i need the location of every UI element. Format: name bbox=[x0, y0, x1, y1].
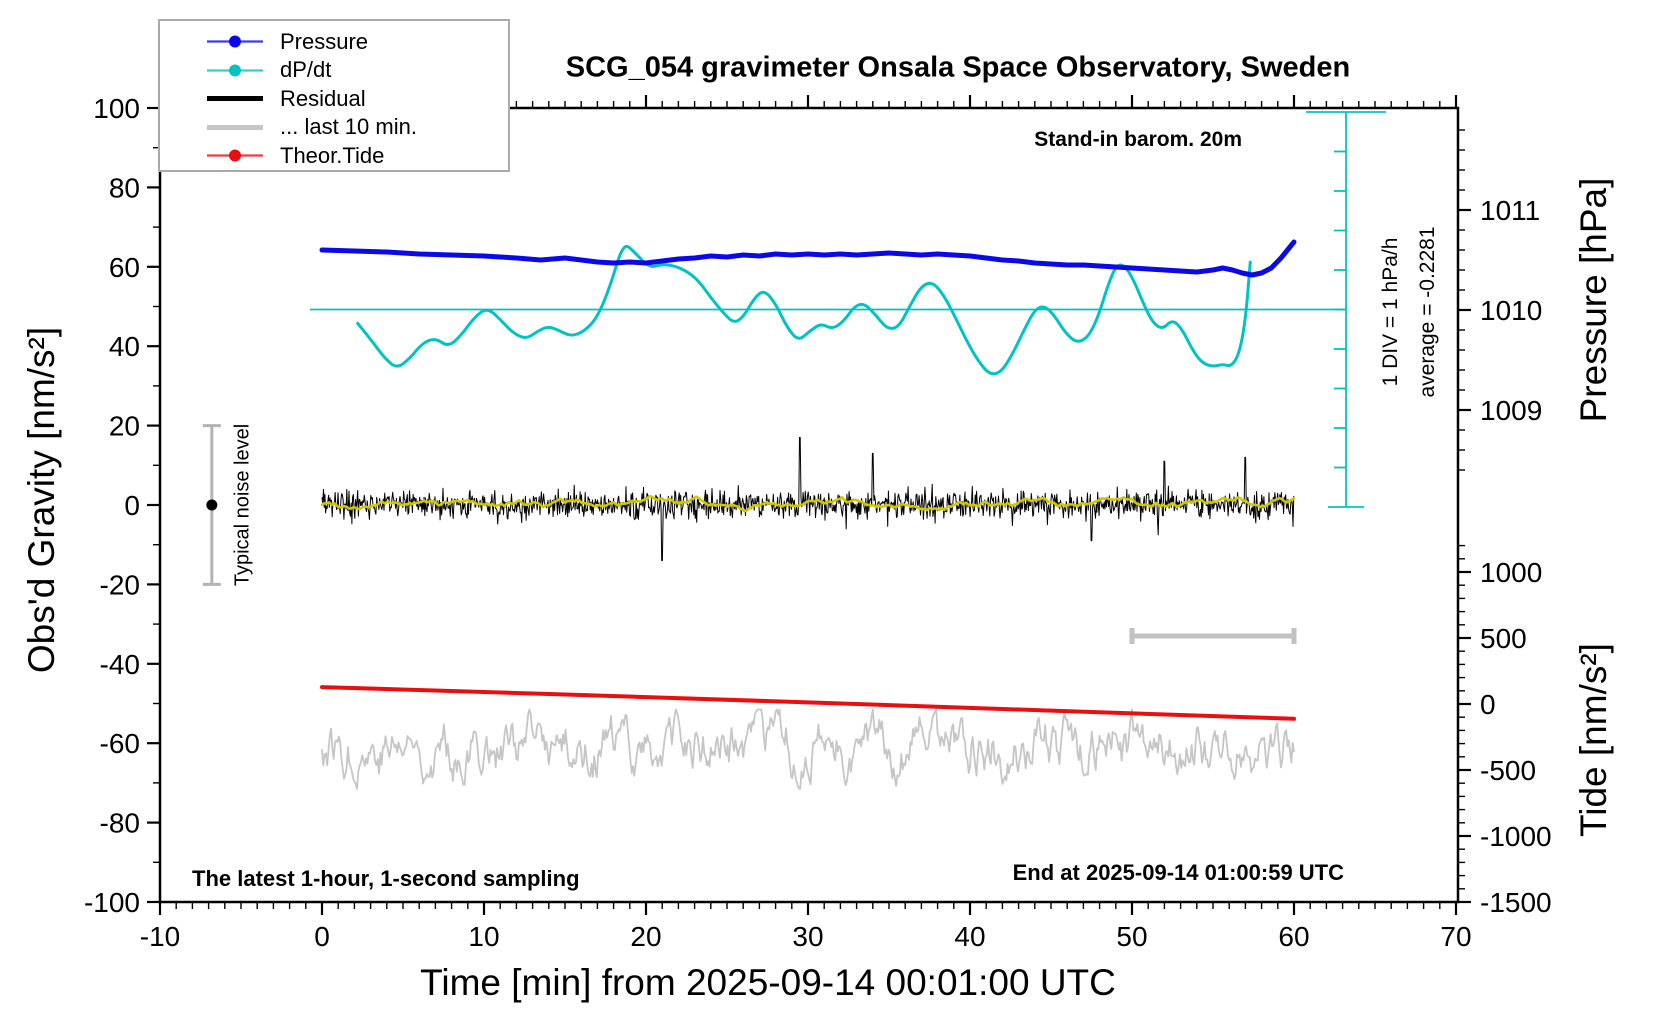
legend-item--last-10-min-: ... last 10 min. bbox=[160, 113, 508, 142]
tide-tick-label: -1500 bbox=[1480, 887, 1552, 918]
y-axis-label-tide: Tide [nm/s²] bbox=[1573, 643, 1614, 837]
y-axis-label-pressure: Pressure [hPa] bbox=[1573, 177, 1614, 423]
legend-swatch-residual-icon bbox=[207, 96, 263, 101]
gravity-tick-label: 0 bbox=[124, 490, 140, 521]
x-tick-label: -10 bbox=[140, 921, 180, 952]
legend-label: ... last 10 min. bbox=[280, 114, 417, 139]
tide-tick-label: -500 bbox=[1480, 755, 1536, 786]
last10-trace bbox=[321, 708, 1295, 790]
gravity-tick-label: -40 bbox=[100, 649, 140, 680]
gravity-tick-label: 20 bbox=[109, 411, 140, 442]
x-tick-label: 40 bbox=[954, 921, 985, 952]
x-tick-label: 50 bbox=[1116, 921, 1147, 952]
pressure-tick-label: 1010 bbox=[1480, 295, 1542, 326]
legend-item-pressure: Pressure bbox=[160, 27, 508, 56]
gravity-tick-label: 60 bbox=[109, 252, 140, 283]
noise-errorbar-dot bbox=[206, 499, 218, 511]
legend-item-theor-tide: Theor.Tide bbox=[160, 141, 508, 170]
tide-tick-label: 0 bbox=[1480, 689, 1496, 720]
residual-trace bbox=[321, 437, 1295, 562]
x-tick-label: 10 bbox=[468, 921, 499, 952]
theor-tide-line bbox=[320, 685, 1296, 721]
legend-label: Pressure bbox=[280, 28, 369, 54]
legend-label: dP/dt bbox=[280, 57, 332, 82]
dpdt-average-note: average = -0.2281 bbox=[1416, 226, 1439, 398]
gravity-tick-label: 80 bbox=[109, 172, 140, 203]
pressure-tick-label: 1011 bbox=[1480, 195, 1540, 226]
gravity-tick-label: -100 bbox=[84, 887, 140, 918]
tide-tick-label: 500 bbox=[1480, 623, 1527, 654]
typical-noise-label: Typical noise level bbox=[231, 423, 254, 587]
gravity-tick-label: -60 bbox=[100, 728, 140, 759]
tide-tick-label: 1000 bbox=[1480, 557, 1542, 588]
legend-item-dp-dt: dP/dt bbox=[160, 56, 508, 85]
gravity-tick-label: 100 bbox=[93, 93, 140, 124]
legend-swatch-theor-tide-icon bbox=[207, 149, 263, 162]
sampling-note: The latest 1-hour, 1-second sampling bbox=[192, 866, 580, 891]
chart-title: SCG_054 gravimeter Onsala Space Observat… bbox=[565, 51, 1351, 84]
stand-in-barometer-note: Stand-in barom. 20m bbox=[1034, 128, 1242, 151]
x-tick-label: 70 bbox=[1440, 921, 1471, 952]
x-tick-label: 30 bbox=[792, 921, 823, 952]
pressure-tick-label: 1009 bbox=[1480, 395, 1542, 426]
dpdt-curve bbox=[356, 244, 1252, 376]
legend-swatch--last-10-min--icon bbox=[207, 124, 263, 130]
legend-item-residual: Residual bbox=[160, 84, 508, 113]
x-tick-label: 60 bbox=[1278, 921, 1309, 952]
gravity-tick-label: -80 bbox=[100, 808, 140, 839]
legend-swatch-dp-dt-icon bbox=[207, 64, 263, 76]
x-tick-label: 20 bbox=[630, 921, 661, 952]
pressure-curve bbox=[319, 239, 1297, 278]
y-axis-label-gravity: Obs'd Gravity [nm/s²] bbox=[21, 326, 62, 674]
residual-smooth-line bbox=[320, 494, 1296, 513]
legend-label: Theor.Tide bbox=[280, 142, 385, 168]
tide-tick-label: -1000 bbox=[1480, 821, 1552, 852]
x-axis-label: Time [min] from 2025-09-14 00:01:00 UTC bbox=[420, 962, 1116, 1003]
gravity-tick-label: -20 bbox=[100, 569, 140, 600]
legend-swatch-pressure-icon bbox=[207, 35, 263, 48]
legend-label: Residual bbox=[280, 85, 366, 111]
legend-box: Pressure dP/dt Residual ... last 10 min. The… bbox=[158, 19, 510, 172]
end-time-note: End at 2025-09-14 01:00:59 UTC bbox=[1012, 860, 1344, 885]
dpdt-scale-note: 1 DIV = 1 hPa/h bbox=[1379, 237, 1402, 387]
gravity-tick-label: 40 bbox=[109, 331, 140, 362]
x-tick-label: 0 bbox=[314, 921, 330, 952]
